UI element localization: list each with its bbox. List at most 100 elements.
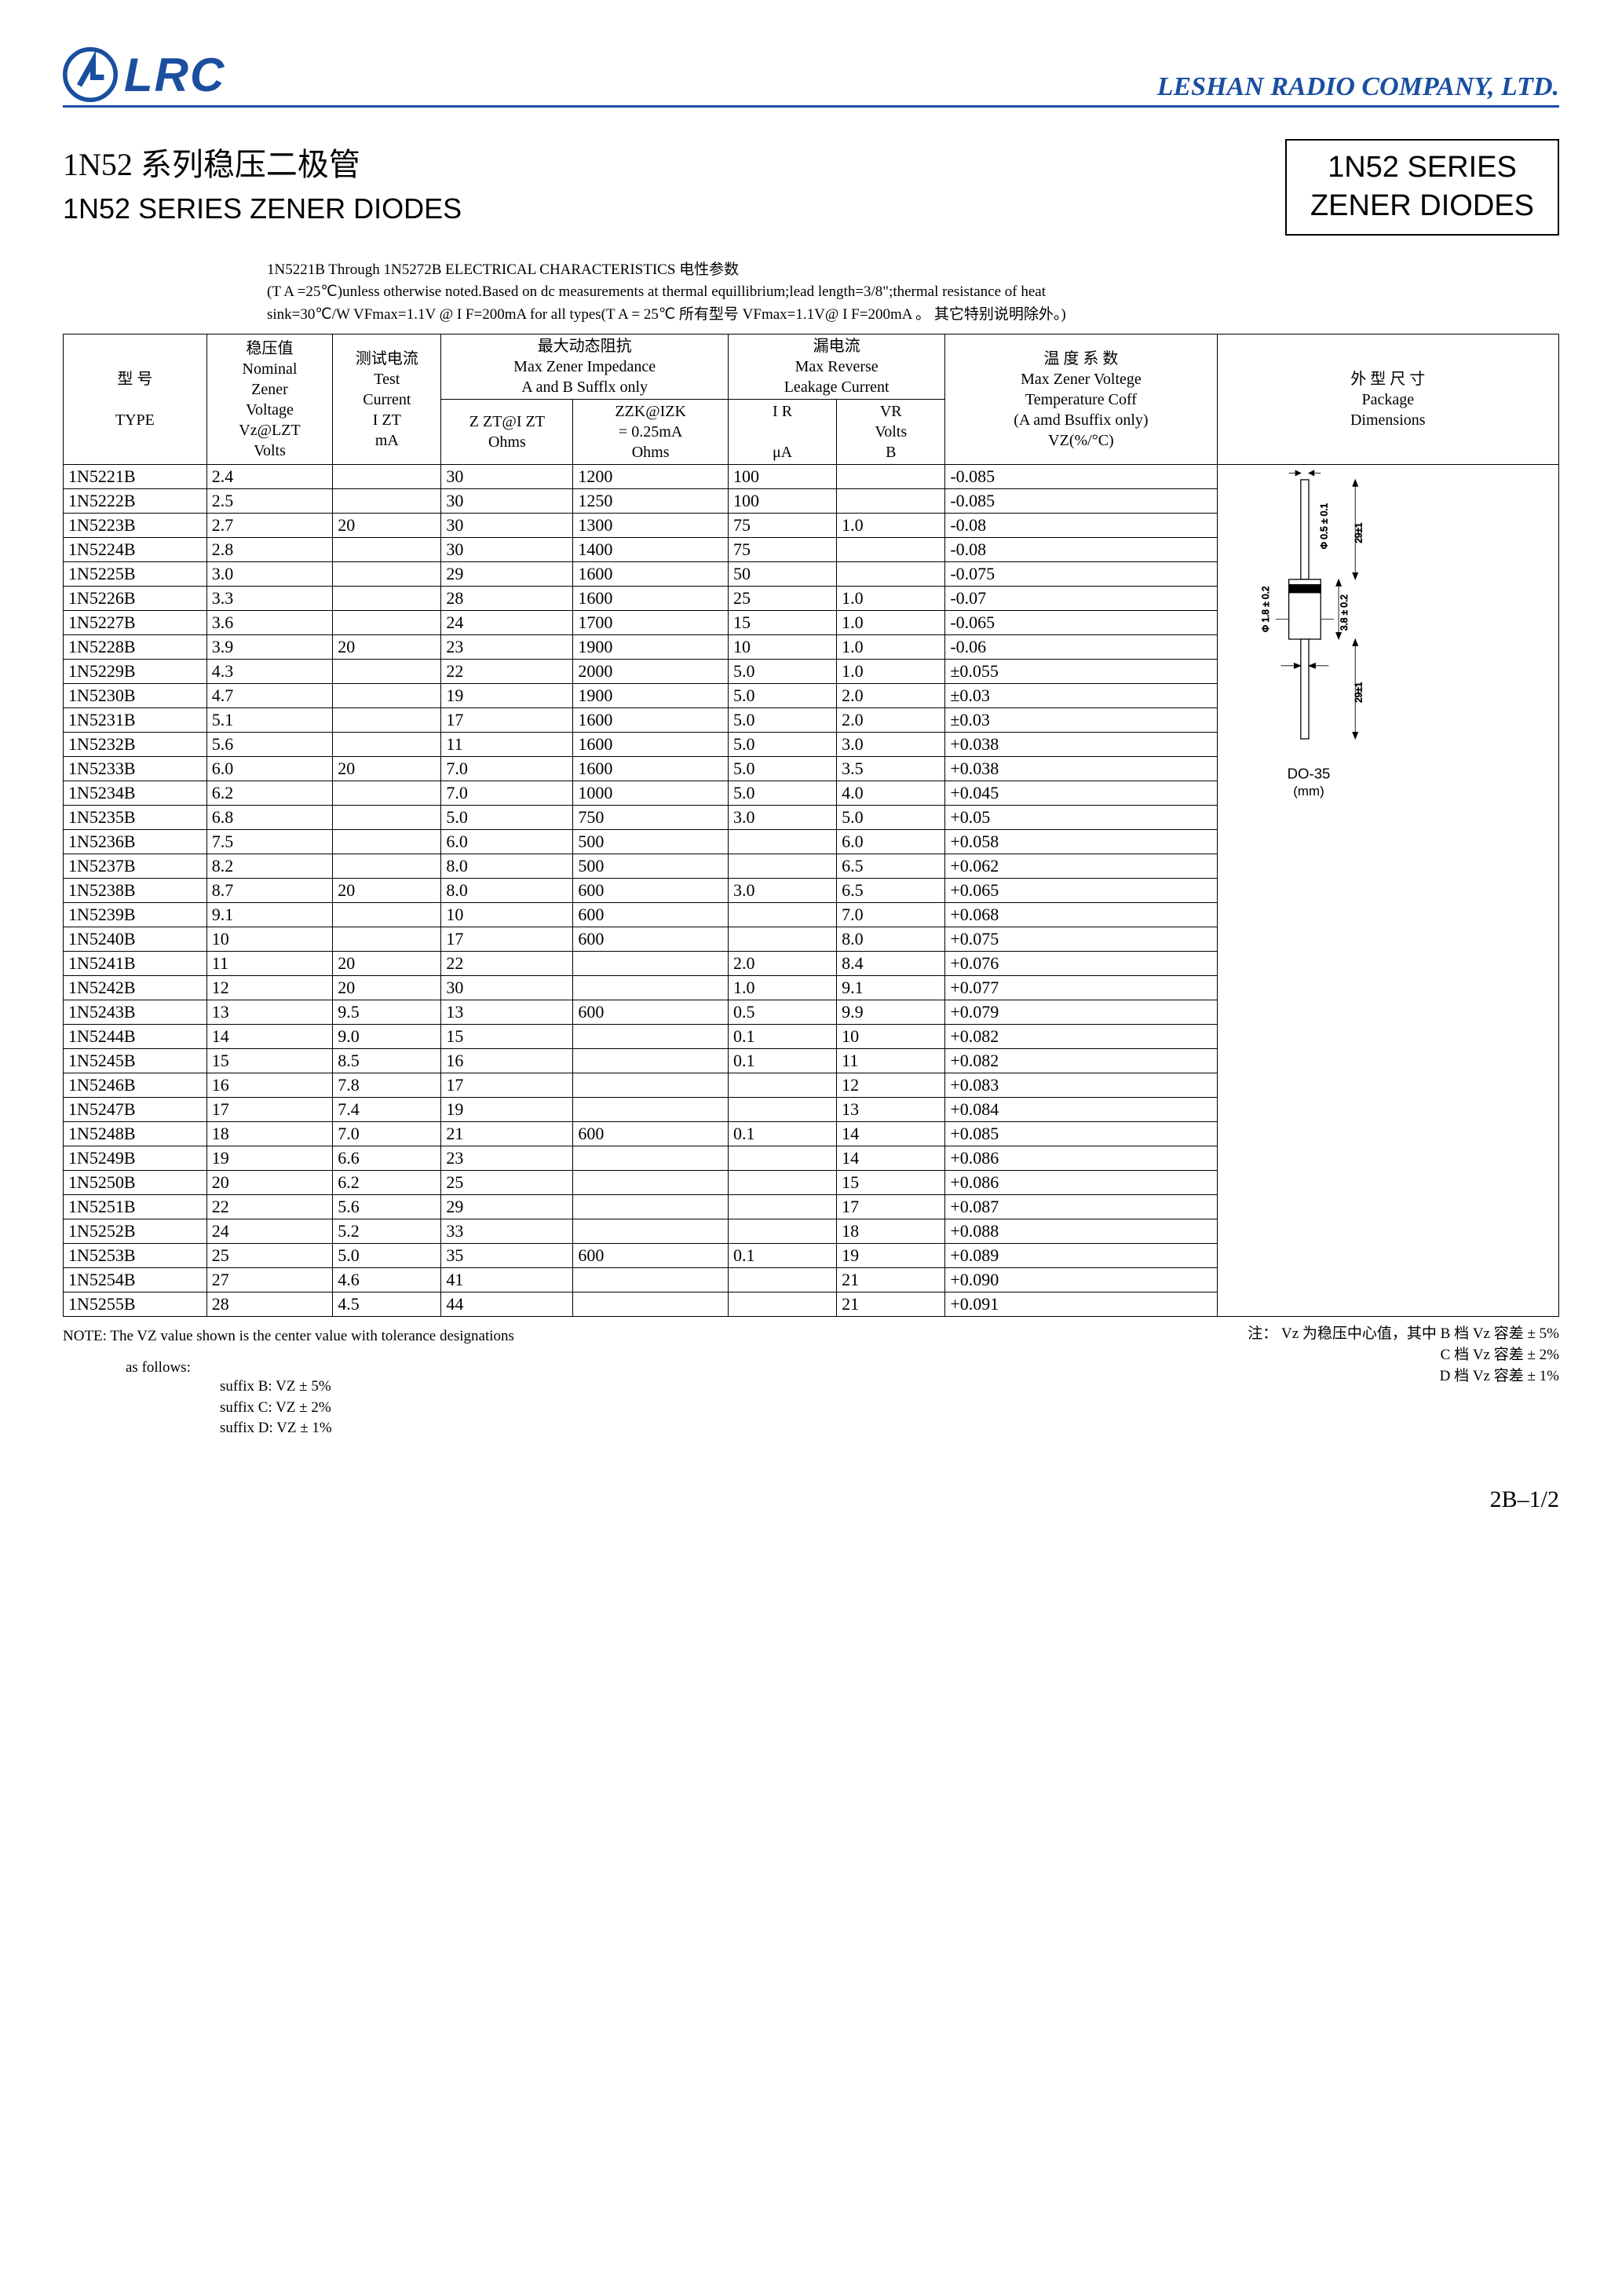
table-cell: 1N5235B (64, 806, 207, 830)
table-cell: 30 (441, 976, 573, 1000)
table-cell: 10 (441, 903, 573, 927)
table-cell: 0.1 (728, 1049, 836, 1073)
table-cell (573, 1025, 729, 1049)
table-cell: 2.0 (837, 684, 945, 708)
table-cell: -0.075 (945, 562, 1217, 587)
table-cell (837, 562, 945, 587)
table-cell (333, 781, 441, 806)
hdr-type-en: TYPE (115, 411, 155, 429)
table-cell (728, 1098, 836, 1122)
table-cell: 1N5239B (64, 903, 207, 927)
table-cell: 17 (441, 708, 573, 733)
table-cell: +0.087 (945, 1195, 1217, 1219)
table-cell: 17 (441, 927, 573, 952)
table-cell (333, 903, 441, 927)
t: Package (1361, 391, 1414, 408)
table-cell: 3.6 (206, 611, 332, 635)
table-cell (333, 806, 441, 830)
table-cell: ±0.03 (945, 708, 1217, 733)
table-cell: 25 (441, 1171, 573, 1195)
table-cell: 23 (441, 635, 573, 660)
table-cell (333, 587, 441, 611)
table-cell: 6.0 (206, 757, 332, 781)
table-cell: 5.0 (837, 806, 945, 830)
table-cell: 20 (333, 976, 441, 1000)
table-cell: 28 (441, 587, 573, 611)
table-cell: 11 (206, 952, 332, 976)
table-cell: -0.07 (945, 587, 1217, 611)
table-cell: 1N5250B (64, 1171, 207, 1195)
t: Ohms (488, 433, 526, 451)
logo-icon (63, 47, 118, 102)
table-cell: +0.05 (945, 806, 1217, 830)
table-cell: 4.7 (206, 684, 332, 708)
table-cell: 600 (573, 927, 729, 952)
table-cell: 2.8 (206, 538, 332, 562)
table-cell (333, 660, 441, 684)
table-cell: 75 (728, 538, 836, 562)
table-header: 型 号 TYPE 稳压值 Nominal Zener Voltage Vz@LZ… (64, 335, 1559, 465)
table-cell: 19 (837, 1244, 945, 1268)
table-cell (728, 927, 836, 952)
table-cell (333, 611, 441, 635)
t: Nominal (243, 360, 298, 378)
table-cell: 3.0 (728, 806, 836, 830)
t: μA (773, 444, 792, 461)
table-cell: 12 (837, 1073, 945, 1098)
hdr-type-cn: 型 号 (117, 371, 152, 388)
table-cell: 4.3 (206, 660, 332, 684)
svg-text:Φ 0.5 ± 0.1: Φ 0.5 ± 0.1 (1318, 503, 1329, 550)
hdr-leakage: 漏电流 Max Reverse Leakage Current (728, 335, 944, 400)
table-cell: 1N5244B (64, 1025, 207, 1049)
table-cell: 20 (333, 635, 441, 660)
table-cell: +0.065 (945, 879, 1217, 903)
table-cell: 7.8 (333, 1073, 441, 1098)
table-cell: 600 (573, 1122, 729, 1146)
table-body: 1N5221B2.4301200100-0.085 29±1 Φ 0.5 ± 0… (64, 465, 1559, 1317)
table-cell: +0.086 (945, 1146, 1217, 1171)
table-cell: 1N5221B (64, 465, 207, 489)
t: Volts (875, 423, 907, 441)
table-cell: 12 (206, 976, 332, 1000)
table-cell: -0.08 (945, 514, 1217, 538)
table-cell: +0.084 (945, 1098, 1217, 1122)
suffix-block: suffix B: VZ ± 5% suffix C: VZ ± 2% suff… (220, 1377, 514, 1439)
title-en: 1N52 SERIES ZENER DIODES (63, 192, 462, 225)
hdr-vz: 稳压值 Nominal Zener Voltage Vz@LZT Volts (206, 335, 332, 465)
table-cell (573, 1098, 729, 1122)
table-cell: 7.0 (333, 1122, 441, 1146)
table-cell (333, 538, 441, 562)
table-cell: 1N5234B (64, 781, 207, 806)
svg-text:29±1: 29±1 (1353, 523, 1364, 543)
table-cell (837, 489, 945, 514)
t: Max Zener Impedance (513, 358, 656, 375)
table-cell: -0.08 (945, 538, 1217, 562)
page-number: 2B–1/2 (63, 1486, 1559, 1513)
table-cell: 500 (573, 830, 729, 854)
footnotes-left: NOTE: The VZ value shown is the center v… (63, 1322, 514, 1439)
table-cell: 8.5 (333, 1049, 441, 1073)
table-cell: 0.1 (728, 1025, 836, 1049)
table-cell: 18 (837, 1219, 945, 1244)
table-cell: 5.6 (333, 1195, 441, 1219)
table-cell (333, 733, 441, 757)
t: (A amd Bsuffix only) (1014, 411, 1148, 429)
table-cell: 24 (441, 611, 573, 635)
hdr-zzk: ZZK@IZK = 0.25mA Ohms (573, 400, 729, 465)
table-cell (573, 1073, 729, 1098)
table-cell: 5.0 (333, 1244, 441, 1268)
series-box: 1N52 SERIES ZENER DIODES (1285, 139, 1559, 236)
table-cell: 33 (441, 1219, 573, 1244)
table-cell (333, 830, 441, 854)
table-cell: 4.5 (333, 1292, 441, 1317)
table-cell: 1N5245B (64, 1049, 207, 1073)
table-cell: 100 (728, 465, 836, 489)
table-cell: 1N5226B (64, 587, 207, 611)
table-cell: 1N5252B (64, 1219, 207, 1244)
table-cell: 16 (206, 1073, 332, 1098)
table-cell: 20 (333, 952, 441, 976)
table-cell: 3.0 (206, 562, 332, 587)
table-cell: 6.5 (837, 854, 945, 879)
table-cell: 5.0 (728, 660, 836, 684)
t: Test (374, 371, 400, 388)
